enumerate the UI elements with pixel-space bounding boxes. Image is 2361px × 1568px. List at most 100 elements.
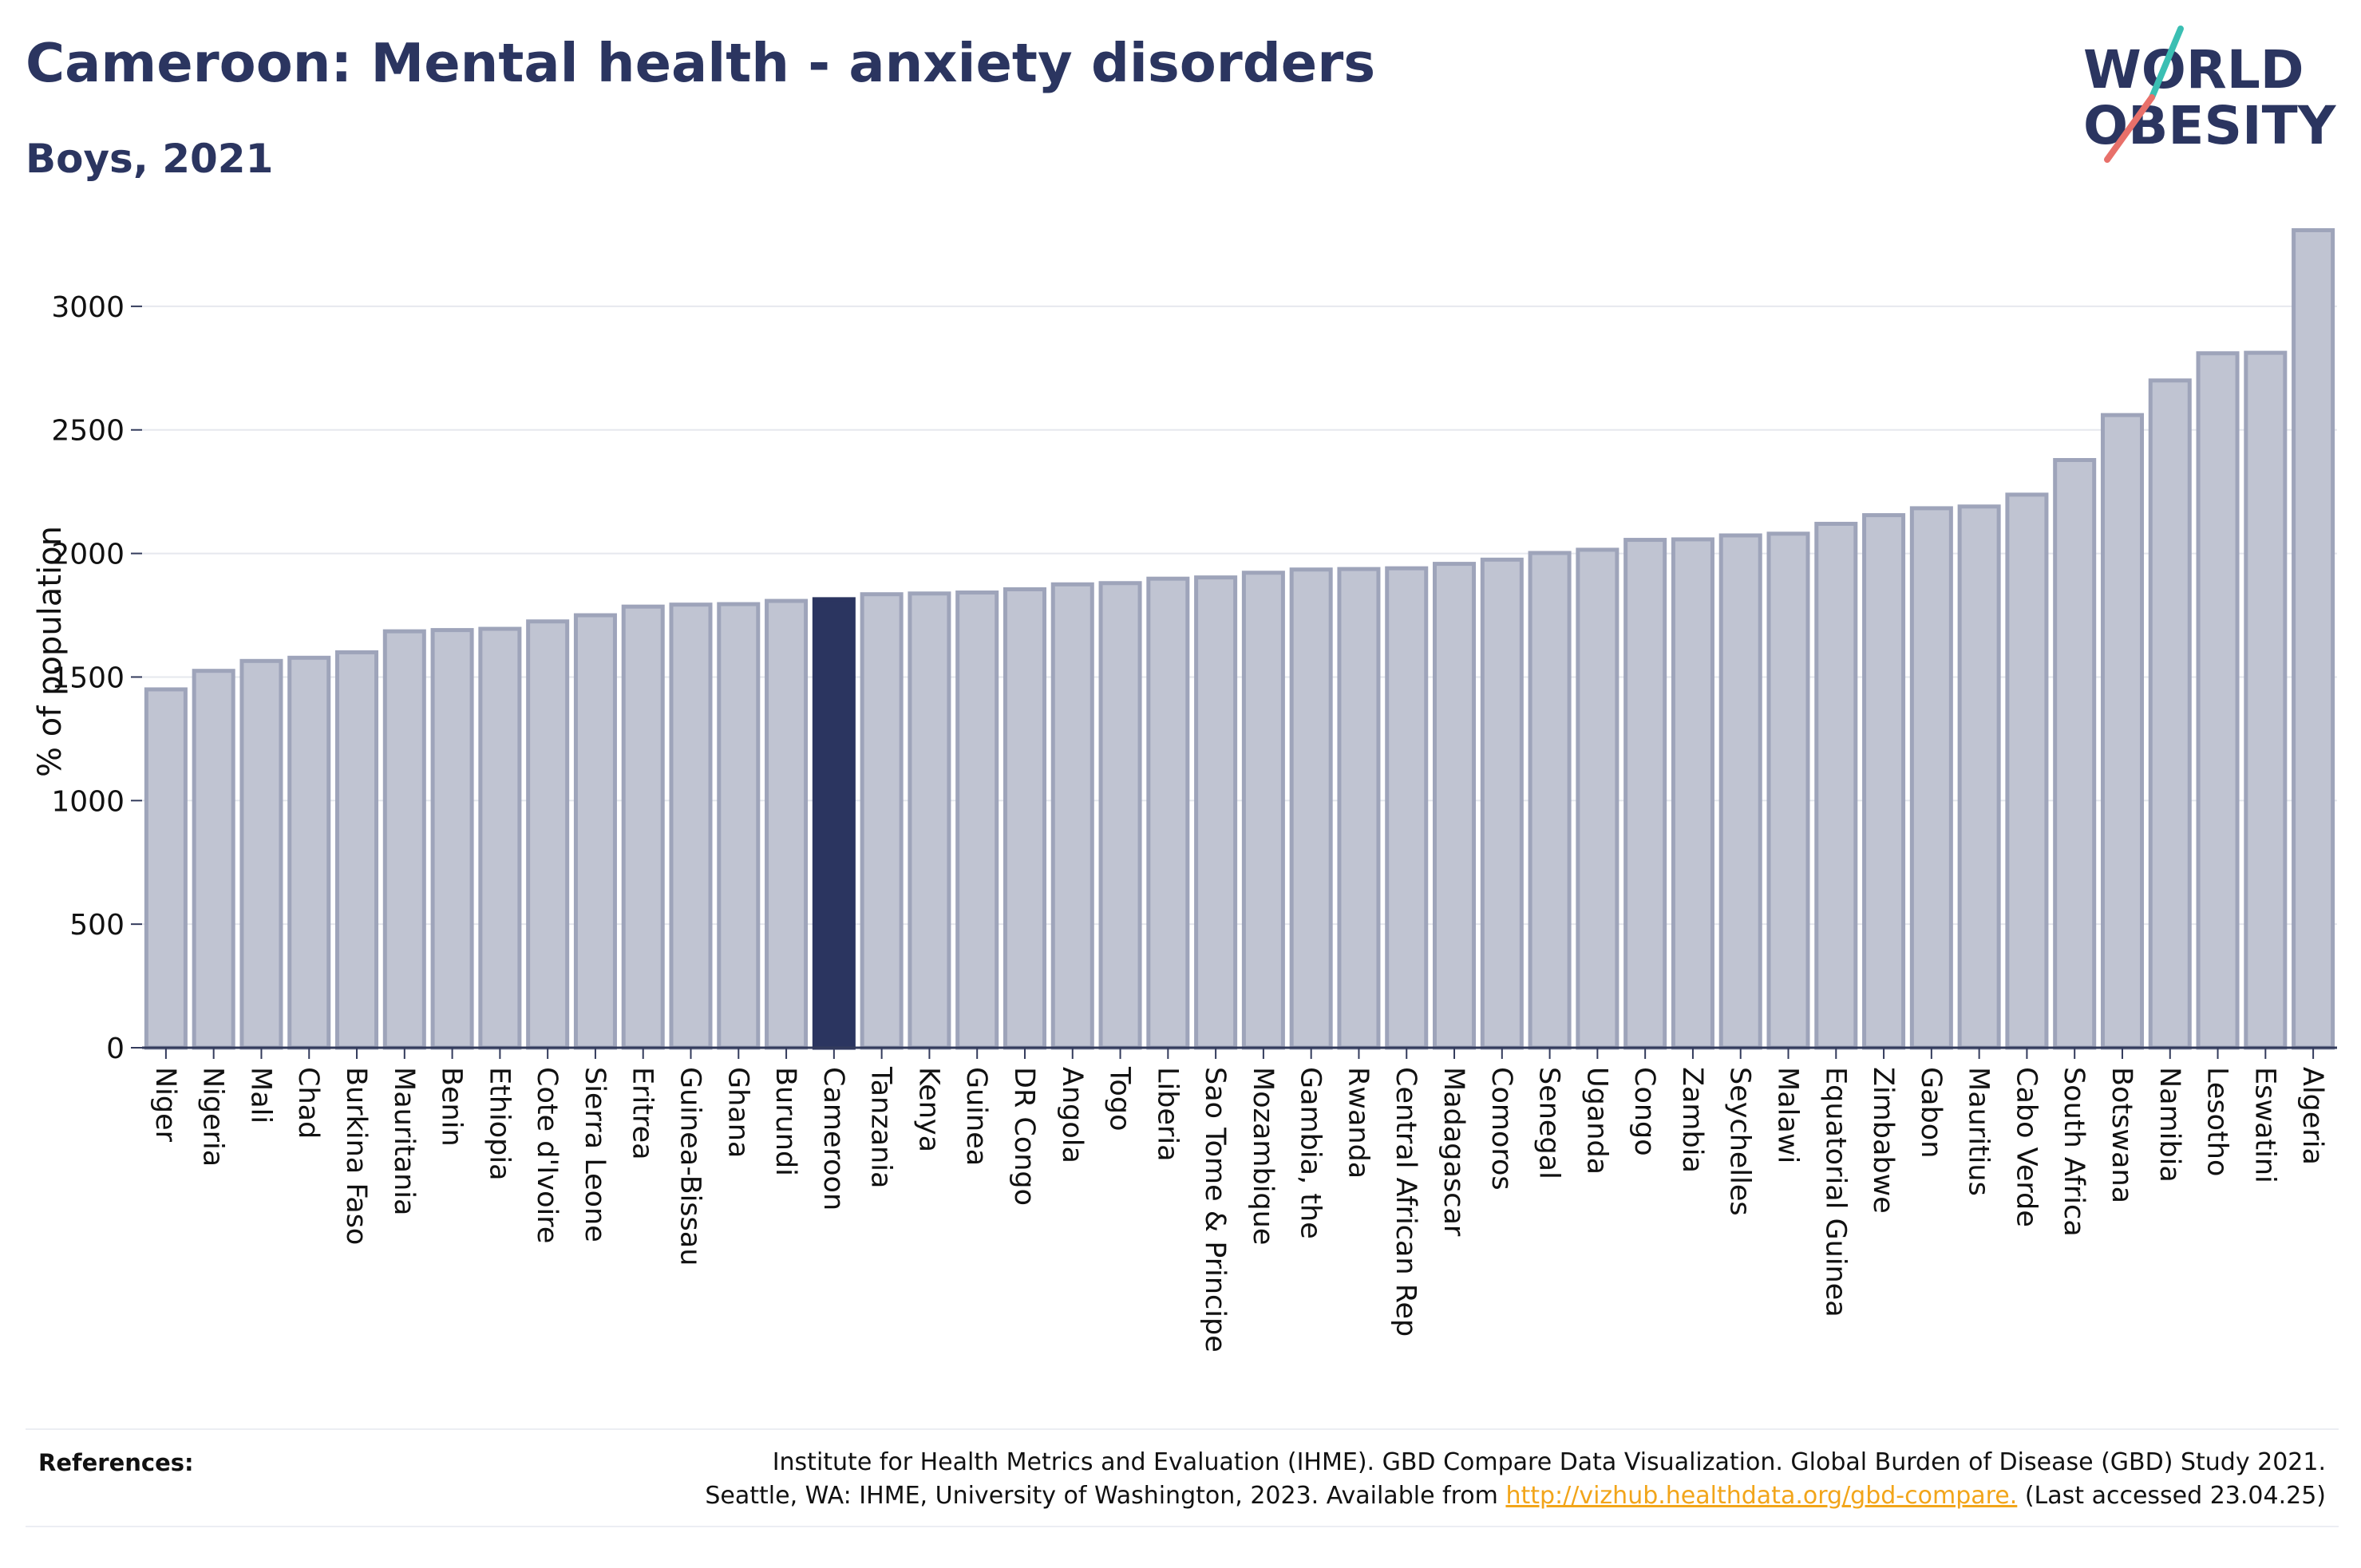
references-line2-prefix: Seattle, WA: IHME, University of Washing…: [705, 1482, 1498, 1510]
bar-sao-tome-principe: [1194, 575, 1238, 1050]
y-tick-label: 2500: [51, 415, 125, 448]
bar-cabo-verde: [2005, 492, 2049, 1050]
bar-angola: [1050, 582, 1094, 1050]
x-tick-label: Mali: [244, 1067, 276, 1124]
bar-namibia: [2148, 378, 2192, 1050]
bar-ghana: [717, 602, 761, 1050]
references-line2: Seattle, WA: IHME, University of Washing…: [705, 1479, 2326, 1513]
x-tick-label: Sierra Leone: [579, 1067, 611, 1242]
page-title: Cameroon: Mental health - anxiety disord…: [26, 32, 1376, 94]
bar-equatorial-guinea: [1814, 521, 1858, 1050]
x-tick-label: Botswana: [2106, 1067, 2138, 1203]
y-tick-label: 0: [106, 1033, 125, 1065]
bar-niger: [144, 687, 188, 1050]
bar-tanzania: [860, 592, 904, 1050]
x-tick-label: Chad: [292, 1067, 324, 1139]
x-tick-label: Mauritania: [388, 1067, 420, 1215]
logo-text-line2: OBESITY: [2083, 95, 2337, 156]
bar-mali: [239, 658, 283, 1050]
x-tick-label: Eswatini: [2248, 1067, 2280, 1183]
y-tick-label: 2000: [51, 539, 125, 571]
x-tick-label: Tanzania: [865, 1066, 897, 1188]
bar-senegal: [1528, 551, 1572, 1050]
references-label: References:: [38, 1449, 194, 1476]
bar-south-africa: [2053, 458, 2097, 1050]
bar-central-african-rep: [1385, 566, 1429, 1050]
x-tick-label: Ethiopia: [483, 1067, 515, 1181]
bar-mauritania: [382, 629, 426, 1050]
bar-congo: [1623, 538, 1667, 1050]
bar-sierra-leone: [573, 613, 617, 1050]
bar-togo: [1098, 581, 1142, 1050]
logo-slash-coral: [2104, 94, 2155, 163]
bar-chart: 0 500 1000 1500 2000 2500 3000 Niger Nigeria Mal…: [32, 227, 2337, 1353]
bar-rwanda: [1337, 567, 1381, 1050]
x-tick-label: Gabon: [1915, 1067, 1947, 1158]
x-tick-label: Ghana: [722, 1067, 753, 1158]
bar-malawi: [1766, 531, 1810, 1050]
x-tick-label: DR Congo: [1008, 1067, 1040, 1206]
x-tick-label: Madagascar: [1438, 1067, 1469, 1237]
x-tick-label: Guinea: [960, 1067, 992, 1166]
x-tick-label: Malawi: [1772, 1067, 1804, 1163]
x-axis-ticks: Niger Nigeria Mali Chad Burkina Faso Mauritan…: [149, 1048, 2328, 1353]
bar-zimbabwe: [1862, 513, 1906, 1050]
page-subtitle: Boys, 2021: [26, 136, 274, 182]
y-tick-label: 500: [69, 909, 125, 942]
x-tick-label: Burundi: [769, 1067, 801, 1176]
references-section: References: Institute for Health Metrics…: [26, 1428, 2339, 1527]
x-tick-label: Benin: [436, 1067, 468, 1147]
x-tick-label: Namibia: [2153, 1067, 2185, 1183]
bar-eritrea: [621, 604, 665, 1050]
bar-ethiopia: [478, 626, 522, 1050]
x-tick-label: Uganda: [1580, 1067, 1612, 1175]
x-tick-label: Togo: [1104, 1066, 1136, 1131]
bar-eswatini: [2244, 350, 2288, 1050]
bar-madagascar: [1433, 562, 1477, 1050]
x-tick-label: Zimbabwe: [1867, 1067, 1899, 1214]
x-tick-label: Burkina Faso: [340, 1067, 372, 1245]
x-tick-label: Senegal: [1533, 1067, 1565, 1179]
x-tick-label: Nigeria: [197, 1067, 229, 1167]
bar-kenya: [908, 591, 951, 1050]
bar-chad: [287, 655, 331, 1050]
bar-burundi: [765, 598, 809, 1050]
y-tick-label: 1000: [51, 785, 125, 818]
x-tick-label: Equatorial Guinea: [1819, 1067, 1851, 1317]
bar-uganda: [1576, 547, 1619, 1050]
world-obesity-logo: WORLD OBESITY: [2083, 26, 2337, 163]
y-tick-label: 3000: [51, 291, 125, 324]
bar-guinea-bissau: [669, 602, 713, 1050]
y-tick-label: 1500: [51, 662, 125, 694]
bar-gambia-the: [1289, 567, 1333, 1050]
bar-zambia: [1671, 537, 1714, 1050]
bar-nigeria: [192, 669, 235, 1050]
x-tick-label: Kenya: [912, 1067, 944, 1152]
x-tick-label: Comoros: [1485, 1067, 1517, 1191]
bar-lesotho: [2196, 351, 2240, 1050]
x-tick-label: Angola: [1056, 1067, 1088, 1163]
logo-slash-teal: [2149, 26, 2184, 101]
bar-cameroon: [812, 597, 856, 1050]
x-tick-label: Guinea-Bissau: [674, 1067, 706, 1266]
x-tick-label: Congo: [1628, 1067, 1660, 1156]
bar-seychelles: [1718, 533, 1762, 1050]
y-axis-ticks: 0 500 1000 1500 2000 2500 3000: [51, 291, 142, 1065]
logo-text-line1: WORLD: [2083, 39, 2304, 101]
bar-comoros: [1480, 557, 1524, 1050]
bar-guinea: [955, 590, 999, 1050]
x-tick-label: Lesotho: [2201, 1067, 2233, 1176]
x-tick-label: Seychelles: [1724, 1067, 1756, 1216]
x-tick-label: Liberia: [1151, 1067, 1183, 1162]
references-link[interactable]: http://vizhub.healthdata.org/gbd-compare…: [1505, 1482, 2018, 1510]
bar-algeria: [2292, 227, 2335, 1050]
x-tick-label: South Africa: [2058, 1067, 2090, 1237]
x-tick-label: Mozambique: [1247, 1067, 1279, 1245]
x-tick-label: Sao Tome & Principe: [1199, 1067, 1231, 1353]
x-tick-label: Cote d'Ivoire: [531, 1067, 563, 1243]
x-tick-label: Gambia, the: [1295, 1067, 1327, 1239]
x-tick-label: Niger: [149, 1067, 181, 1143]
y-axis-label: % of population: [32, 526, 69, 777]
x-tick-label: Eritrea: [627, 1067, 658, 1160]
bar-mauritius: [1957, 504, 2001, 1050]
